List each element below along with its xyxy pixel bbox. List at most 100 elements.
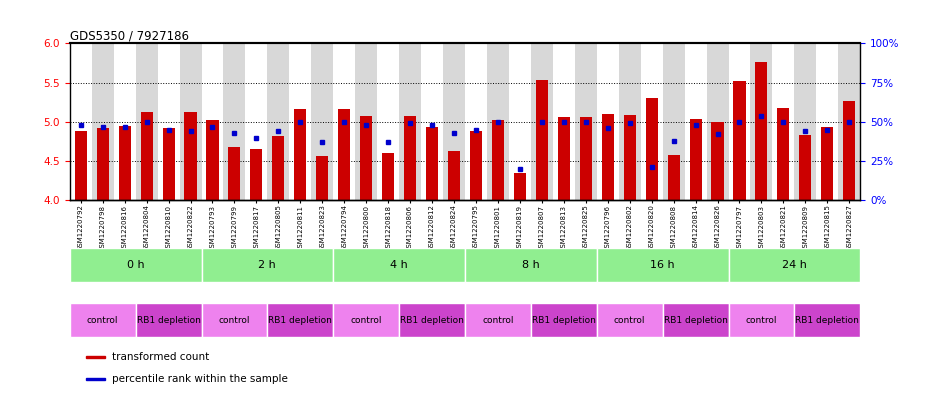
Text: 16 h: 16 h	[650, 260, 675, 270]
Text: percentile rank within the sample: percentile rank within the sample	[113, 374, 288, 384]
Bar	[618, 43, 641, 200]
Bar	[514, 173, 526, 200]
Bar	[140, 112, 153, 200]
Bar	[250, 149, 262, 200]
Bar	[97, 128, 109, 200]
Bar	[136, 303, 202, 337]
Bar	[86, 356, 104, 358]
Bar	[448, 151, 460, 200]
Text: 24 h: 24 h	[782, 260, 807, 270]
Bar	[470, 131, 482, 200]
Bar	[597, 43, 618, 200]
Bar	[728, 248, 860, 282]
Bar	[711, 122, 724, 200]
Bar	[312, 43, 333, 200]
Bar	[838, 43, 860, 200]
Text: RB1 depletion: RB1 depletion	[269, 316, 332, 325]
Bar	[316, 156, 328, 200]
Bar	[267, 303, 333, 337]
Bar	[113, 43, 136, 200]
Bar	[728, 303, 794, 337]
Bar	[597, 303, 662, 337]
Bar	[443, 43, 465, 200]
Bar	[728, 43, 751, 200]
Bar	[662, 43, 684, 200]
Bar	[421, 43, 443, 200]
Bar	[163, 128, 175, 200]
Text: RB1 depletion: RB1 depletion	[532, 316, 596, 325]
Text: RB1 depletion: RB1 depletion	[137, 316, 201, 325]
Bar	[624, 115, 636, 200]
Bar	[602, 114, 614, 200]
Bar	[202, 43, 223, 200]
Bar	[662, 303, 728, 337]
Bar	[821, 127, 833, 200]
Bar	[426, 127, 438, 200]
Bar	[184, 112, 196, 200]
Bar	[70, 303, 136, 337]
Bar	[773, 43, 794, 200]
Bar	[465, 43, 487, 200]
Text: control: control	[86, 316, 118, 325]
Bar	[399, 43, 421, 200]
Bar	[202, 303, 267, 337]
Bar	[684, 43, 707, 200]
Bar	[558, 117, 570, 200]
Bar	[641, 43, 662, 200]
Bar	[355, 43, 378, 200]
Bar	[751, 43, 773, 200]
Text: 4 h: 4 h	[391, 260, 408, 270]
Bar	[707, 43, 728, 200]
Bar	[382, 153, 394, 200]
Bar	[755, 62, 767, 200]
Bar	[531, 43, 552, 200]
Bar	[509, 43, 531, 200]
Bar	[465, 303, 531, 337]
Bar	[339, 109, 351, 200]
Bar	[799, 135, 811, 200]
Bar	[229, 147, 241, 200]
Bar	[465, 248, 597, 282]
Bar	[531, 303, 597, 337]
Text: control: control	[746, 316, 777, 325]
Bar	[777, 108, 790, 200]
Bar	[579, 117, 591, 200]
Text: RB1 depletion: RB1 depletion	[795, 316, 859, 325]
Bar	[74, 131, 86, 200]
Bar	[844, 101, 856, 200]
Bar	[119, 126, 131, 200]
Bar	[333, 248, 465, 282]
Text: control: control	[351, 316, 382, 325]
Bar	[333, 43, 355, 200]
Bar	[597, 248, 728, 282]
Bar	[399, 303, 465, 337]
Bar	[817, 43, 838, 200]
Text: 2 h: 2 h	[259, 260, 276, 270]
Text: control: control	[482, 316, 513, 325]
Bar	[267, 43, 289, 200]
Bar	[794, 303, 860, 337]
Bar	[645, 98, 658, 200]
Bar	[206, 120, 219, 200]
Bar	[668, 155, 680, 200]
Text: 0 h: 0 h	[126, 260, 144, 270]
Bar	[136, 43, 157, 200]
Text: RB1 depletion: RB1 depletion	[664, 316, 727, 325]
Text: transformed count: transformed count	[113, 352, 209, 362]
Bar	[202, 248, 333, 282]
Bar	[536, 80, 548, 200]
Bar	[157, 43, 179, 200]
Text: GDS5350 / 7927186: GDS5350 / 7927186	[70, 29, 189, 42]
Bar	[289, 43, 312, 200]
Bar	[734, 81, 746, 200]
Bar	[70, 43, 92, 200]
Bar	[575, 43, 597, 200]
Text: RB1 depletion: RB1 depletion	[400, 316, 464, 325]
Bar	[552, 43, 575, 200]
Bar	[70, 248, 202, 282]
Text: control: control	[614, 316, 645, 325]
Bar	[272, 136, 285, 200]
Bar	[294, 109, 306, 200]
Bar	[246, 43, 267, 200]
Bar	[360, 116, 372, 200]
